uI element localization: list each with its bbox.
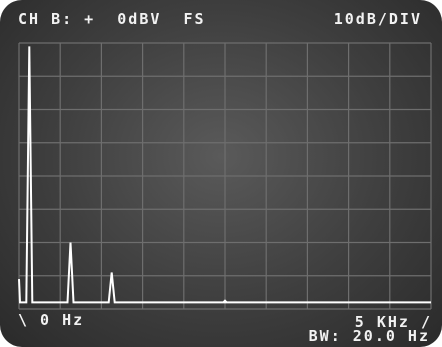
noise-artifact <box>222 299 228 303</box>
spectrum-trace <box>18 46 431 304</box>
start-frequency-label: \ 0 Hz <box>18 311 85 329</box>
plot-grid <box>18 42 432 310</box>
channel-info-label: CH B: + 0dBV FS <box>18 10 206 28</box>
bandwidth-label: BW: 20.0 Hz <box>308 327 430 345</box>
scale-label: 10dB/DIV <box>333 10 422 28</box>
stop-frequency-label: 5 KHz / <box>354 313 432 331</box>
